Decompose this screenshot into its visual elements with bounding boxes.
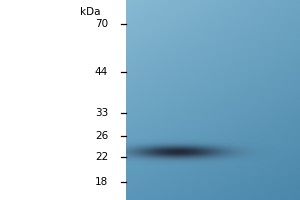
Text: 33: 33 — [95, 108, 108, 118]
Text: 70: 70 — [95, 19, 108, 29]
Text: kDa: kDa — [80, 7, 100, 17]
Text: 22: 22 — [95, 152, 108, 162]
Text: 44: 44 — [95, 67, 108, 77]
Text: 26: 26 — [95, 131, 108, 141]
Text: 18: 18 — [95, 177, 108, 187]
